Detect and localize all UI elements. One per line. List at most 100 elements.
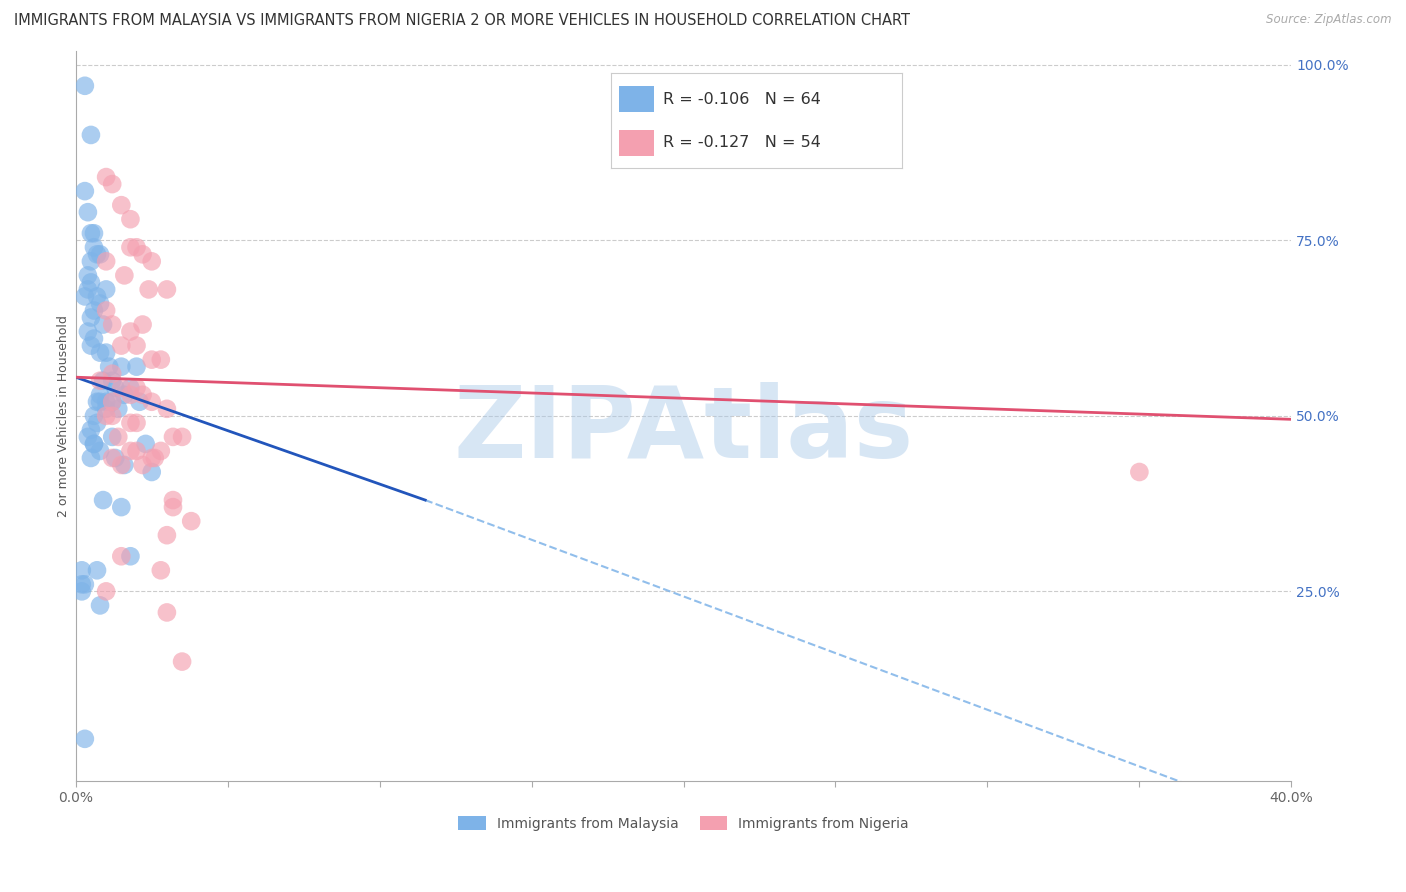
Point: [83, 240, 105, 254]
Point: [131, 247, 153, 261]
Point: [141, 254, 163, 268]
Point: [101, 367, 124, 381]
Point: [80, 128, 103, 142]
Point: [120, 212, 142, 227]
Point: [101, 374, 124, 388]
Point: [131, 318, 153, 332]
Point: [162, 500, 184, 515]
Text: ZIPAtlas: ZIPAtlas: [453, 382, 914, 479]
Point: [110, 458, 132, 472]
Point: [101, 318, 124, 332]
Point: [112, 388, 135, 402]
Point: [101, 430, 124, 444]
Point: [172, 430, 194, 444]
Point: [80, 450, 103, 465]
Point: [77, 430, 100, 444]
Legend: Immigrants from Malaysia, Immigrants from Nigeria: Immigrants from Malaysia, Immigrants fro…: [453, 810, 914, 836]
Point: [94, 254, 117, 268]
Point: [162, 430, 184, 444]
Point: [89, 374, 111, 388]
Point: [125, 359, 148, 374]
Point: [112, 268, 135, 283]
Point: [83, 226, 105, 240]
Point: [70, 584, 93, 599]
Point: [77, 205, 100, 219]
Point: [101, 394, 124, 409]
Point: [125, 338, 148, 352]
Point: [94, 303, 117, 318]
Point: [70, 563, 93, 577]
Point: [149, 352, 172, 367]
Point: [83, 409, 105, 423]
Point: [141, 352, 163, 367]
Point: [107, 401, 129, 416]
Point: [104, 450, 127, 465]
Point: [110, 549, 132, 564]
Point: [89, 444, 111, 458]
Point: [120, 549, 142, 564]
Point: [156, 401, 179, 416]
Point: [110, 381, 132, 395]
Point: [73, 731, 96, 746]
Point: [141, 465, 163, 479]
Point: [80, 254, 103, 268]
Point: [138, 282, 160, 296]
Point: [141, 450, 163, 465]
Point: [98, 359, 121, 374]
Point: [80, 226, 103, 240]
Point: [83, 303, 105, 318]
Point: [125, 381, 148, 395]
Point: [89, 247, 111, 261]
Point: [86, 416, 108, 430]
Point: [101, 409, 124, 423]
Point: [73, 289, 96, 303]
Point: [120, 416, 142, 430]
Point: [120, 381, 142, 395]
Point: [104, 381, 127, 395]
Point: [120, 240, 142, 254]
Point: [172, 655, 194, 669]
Point: [91, 374, 114, 388]
Point: [86, 563, 108, 577]
Point: [80, 423, 103, 437]
Point: [128, 394, 150, 409]
Point: [86, 247, 108, 261]
Point: [120, 325, 142, 339]
Point: [120, 444, 142, 458]
Point: [143, 450, 166, 465]
Point: [80, 310, 103, 325]
Point: [156, 528, 179, 542]
Point: [94, 345, 117, 359]
Point: [80, 276, 103, 290]
Point: [77, 268, 100, 283]
Point: [125, 416, 148, 430]
Point: [89, 394, 111, 409]
Point: [83, 437, 105, 451]
Point: [149, 444, 172, 458]
Y-axis label: 2 or more Vehicles in Household: 2 or more Vehicles in Household: [58, 315, 70, 516]
Point: [94, 401, 117, 416]
Point: [162, 493, 184, 508]
Point: [141, 394, 163, 409]
Point: [73, 78, 96, 93]
Point: [1128, 465, 1150, 479]
Point: [107, 430, 129, 444]
Point: [86, 289, 108, 303]
Text: Source: ZipAtlas.com: Source: ZipAtlas.com: [1267, 13, 1392, 27]
Point: [94, 282, 117, 296]
Point: [91, 493, 114, 508]
Point: [73, 577, 96, 591]
Point: [180, 514, 202, 528]
Point: [83, 437, 105, 451]
Point: [94, 584, 117, 599]
Point: [94, 409, 117, 423]
Point: [70, 577, 93, 591]
Point: [89, 345, 111, 359]
Point: [131, 458, 153, 472]
Point: [80, 338, 103, 352]
Point: [156, 282, 179, 296]
Point: [149, 563, 172, 577]
Point: [110, 500, 132, 515]
Point: [125, 240, 148, 254]
Point: [89, 296, 111, 310]
